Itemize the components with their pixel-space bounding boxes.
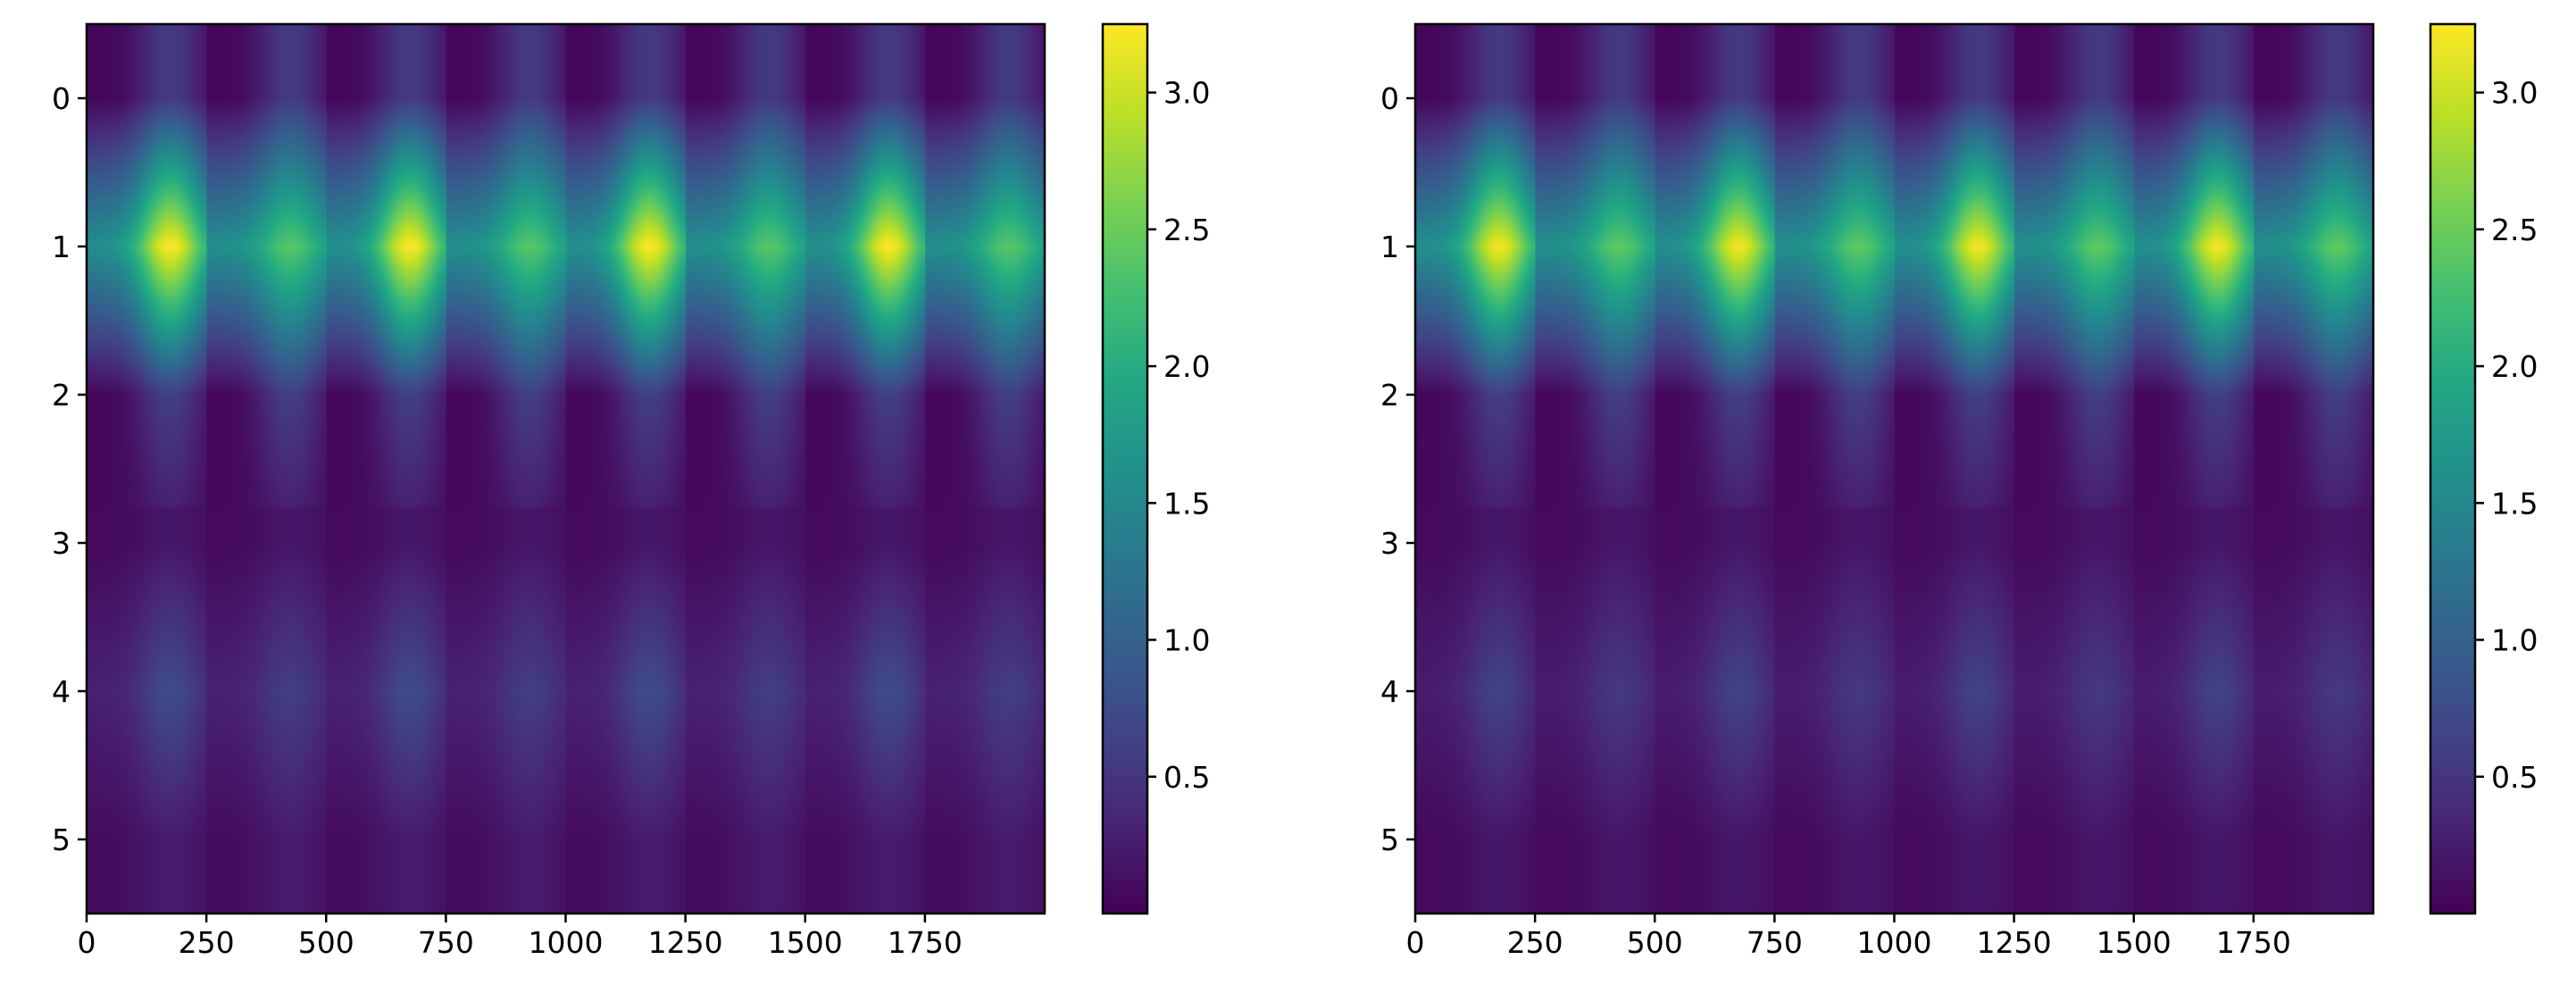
- heatmap-panel-1: 0 250 500 750 1000 1250 1500 1750 0 1 2 3 4 5 0.5 1.0…: [52, 22, 1210, 960]
- colorbar-tick-label: 3.0: [2491, 76, 2538, 111]
- y-tick-label: 5: [52, 822, 71, 857]
- colorbar-tick-label: 0.5: [1163, 760, 1210, 795]
- colorbar-tick-label: 1.5: [1163, 486, 1210, 521]
- x-tick-label: 1250: [1977, 925, 2052, 960]
- heatmap-panel-2: 0 250 500 750 1000 1250 1500 1750 0 1 2 3 4 5 0.5 1.0…: [1380, 22, 2538, 960]
- colorbar-tick-label: 1.0: [1163, 623, 1210, 658]
- x-tick-label: 250: [1507, 925, 1563, 960]
- heatmap-image: [1415, 24, 2373, 914]
- colorbar-ticks: 0.5 1.0 1.5 2.0 2.5 3.0: [1147, 76, 1210, 795]
- x-tick-label: 1000: [1857, 925, 1932, 960]
- x-axis-ticks: 0 250 500 750 1000 1250 1500 1750: [1406, 914, 2291, 960]
- x-tick-label: 750: [418, 925, 474, 960]
- x-tick-label: 0: [1406, 925, 1425, 960]
- x-axis-ticks: 0 250 500 750 1000 1250 1500 1750: [78, 914, 963, 960]
- y-tick-label: 1: [52, 229, 71, 264]
- x-tick-label: 0: [78, 925, 96, 960]
- x-tick-label: 500: [1627, 925, 1683, 960]
- y-tick-label: 4: [52, 674, 71, 709]
- y-axis-ticks: 0 1 2 3 4 5: [1380, 81, 1415, 857]
- y-tick-label: 3: [52, 526, 71, 561]
- colorbar-ticks: 0.5 1.0 1.5 2.0 2.5 3.0: [2475, 76, 2538, 795]
- y-tick-label: 5: [1380, 822, 1399, 857]
- colorbar-tick-label: 1.5: [2491, 486, 2538, 521]
- colorbar-tick-label: 2.5: [1163, 213, 1210, 247]
- colorbar-frame: [1101, 22, 1149, 915]
- y-tick-label: 0: [1380, 81, 1399, 116]
- colorbar-frame: [2429, 22, 2477, 915]
- y-tick-label: 1: [1380, 229, 1399, 264]
- y-tick-label: 2: [1380, 378, 1399, 413]
- x-tick-label: 1500: [2097, 925, 2172, 960]
- x-tick-label: 1250: [648, 925, 723, 960]
- colorbar-tick-label: 2.0: [2491, 349, 2538, 384]
- x-tick-label: 1500: [768, 925, 843, 960]
- y-tick-label: 0: [52, 81, 71, 116]
- y-tick-label: 4: [1380, 674, 1399, 709]
- y-tick-label: 3: [1380, 526, 1399, 561]
- colorbar: [1103, 24, 1147, 914]
- x-tick-label: 250: [179, 925, 235, 960]
- colorbar-tick-label: 3.0: [1163, 76, 1210, 111]
- y-axis-ticks: 0 1 2 3 4 5: [52, 81, 87, 857]
- colorbar-tick-label: 1.0: [2491, 623, 2538, 658]
- x-tick-label: 1750: [888, 925, 963, 960]
- colorbar: [2430, 24, 2475, 914]
- colorbar-tick-label: 2.5: [2491, 213, 2538, 247]
- y-tick-label: 2: [52, 378, 71, 413]
- x-tick-label: 1750: [2216, 925, 2291, 960]
- x-tick-label: 500: [298, 925, 354, 960]
- colorbar-tick-label: 0.5: [2491, 760, 2538, 795]
- x-tick-label: 750: [1747, 925, 1803, 960]
- heatmap-image: [87, 24, 1045, 914]
- colorbar-tick-label: 2.0: [1163, 349, 1210, 384]
- x-tick-label: 1000: [529, 925, 604, 960]
